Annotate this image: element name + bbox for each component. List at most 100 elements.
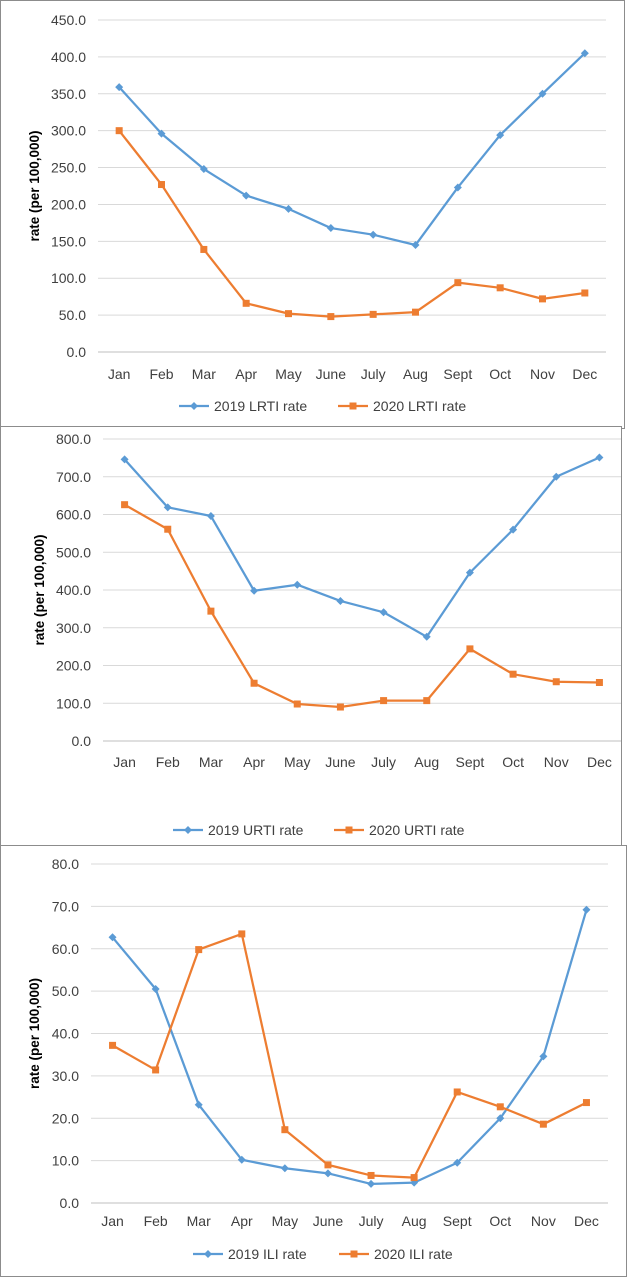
series-line (124, 503, 600, 709)
x-tick-label: Jan (113, 754, 136, 770)
data-point-diamond (280, 1164, 289, 1173)
x-tick-label: Sept (443, 366, 472, 382)
legend-label: 2019 ILI rate (228, 1246, 307, 1262)
data-point-square (582, 1099, 590, 1107)
y-tick-label: 800.0 (56, 431, 91, 447)
y-tick-label: 10.0 (52, 1153, 79, 1169)
data-point-diamond (379, 608, 388, 617)
data-point-square (410, 1174, 418, 1182)
x-tick-label: Apr (235, 366, 257, 382)
x-tick-label: Oct (489, 1213, 511, 1229)
data-point-square (195, 946, 203, 954)
data-point-diamond (250, 586, 259, 595)
x-tick-label: July (371, 754, 396, 770)
lrti-line-chart: 0.0 50.0 100.0 150.0 200.0 250.0 300.0 350.0 400… (27, 12, 606, 414)
data-point-square (509, 670, 517, 678)
series-line (111, 932, 587, 1179)
x-tick-label: Dec (574, 1213, 599, 1229)
y-tick-label: 50.0 (59, 307, 86, 323)
legend-label: 2019 URTI rate (208, 822, 304, 838)
data-point-diamond (580, 49, 589, 58)
y-tick-label: 600.0 (56, 507, 91, 523)
data-point-diamond (336, 596, 345, 605)
ili-line-chart: 0.0 10.0 20.0 30.0 40.0 50.0 60.0 70.0 80.0 Jan Fe… (27, 856, 608, 1262)
y-tick-label: 30.0 (52, 1068, 79, 1084)
y-tick-label: 400.0 (56, 582, 91, 598)
y-axis-title: rate (per 100,000) (27, 130, 42, 241)
x-tick-label: Mar (187, 1213, 211, 1229)
data-point-diamond (115, 83, 124, 92)
data-point-square (496, 1103, 504, 1111)
data-point-diamond (284, 204, 293, 213)
data-point-diamond (199, 165, 208, 174)
x-tick-label: Dec (572, 366, 597, 382)
data-point-diamond (237, 1155, 246, 1164)
y-tick-label: 400.0 (51, 49, 86, 65)
x-tick-label: Oct (489, 366, 511, 382)
x-tick-label: May (272, 1213, 298, 1229)
x-tick-label: May (275, 366, 301, 382)
data-point-diamond (509, 525, 518, 534)
x-tick-label: Jan (101, 1213, 124, 1229)
data-point-square (496, 284, 504, 292)
data-point-diamond (194, 1100, 203, 1109)
data-point-diamond (367, 1179, 376, 1188)
y-tick-label: 200.0 (56, 658, 91, 674)
data-point-square (285, 310, 292, 318)
data-point-square (539, 1120, 547, 1128)
y-tick-label: 0.0 (60, 1195, 80, 1211)
data-point-diamond (595, 453, 604, 462)
data-point-square (581, 289, 589, 297)
x-tick-label: June (325, 754, 356, 770)
data-point-square (200, 245, 208, 253)
data-point-square (293, 700, 301, 708)
data-point-square (242, 299, 250, 307)
data-point-square (250, 679, 258, 687)
y-tick-label: 0.0 (67, 344, 87, 360)
data-point-square (238, 930, 246, 938)
x-tick-label: Apr (231, 1213, 253, 1229)
legend-marker (350, 1250, 358, 1258)
y-tick-label: 200.0 (51, 196, 86, 212)
data-point-diamond (453, 183, 462, 192)
y-tick-label: 350.0 (51, 86, 86, 102)
data-point-diamond (453, 1158, 462, 1167)
legend-marker (204, 1250, 212, 1258)
x-tick-label: Dec (587, 754, 612, 770)
lrti-chart-panel: 0.0 50.0 100.0 150.0 200.0 250.0 300.0 350.0 400… (0, 0, 625, 429)
y-tick-label: 700.0 (56, 469, 91, 485)
x-tick-label: June (316, 366, 347, 382)
data-point-square (367, 1171, 375, 1179)
y-tick-label: 100.0 (51, 270, 86, 286)
data-point-diamond (151, 985, 160, 994)
data-point-square (164, 525, 172, 533)
data-point-diamond (163, 503, 172, 512)
y-tick-label: 300.0 (51, 123, 86, 139)
series-line (118, 52, 586, 247)
y-tick-label: 250.0 (51, 160, 86, 176)
x-tick-label: July (359, 1213, 384, 1229)
data-point-diamond (496, 1114, 505, 1123)
data-point-square (539, 295, 546, 303)
y-tick-label: 300.0 (56, 620, 91, 636)
data-point-diamond (157, 129, 166, 138)
data-point-diamond (552, 472, 561, 481)
x-tick-label: July (361, 366, 386, 382)
legend-marker (345, 826, 353, 834)
data-point-diamond (582, 905, 591, 914)
series-line (123, 456, 600, 638)
y-tick-label: 100.0 (56, 695, 91, 711)
series-line (111, 909, 588, 1186)
data-point-diamond (323, 1169, 332, 1178)
data-point-square (207, 607, 215, 615)
y-axis-title: rate (per 100,000) (27, 978, 42, 1089)
y-tick-label: 20.0 (52, 1110, 79, 1126)
legend-label: 2019 LRTI rate (214, 398, 307, 414)
urti-chart-panel: 0.0 100.0 200.0 300.0 400.0 500.0 600.0 700.0 80… (0, 426, 622, 846)
x-tick-label: Mar (199, 754, 223, 770)
x-tick-label: Nov (530, 366, 555, 382)
data-point-square (109, 1041, 117, 1049)
data-point-square (281, 1126, 289, 1134)
data-point-diamond (108, 933, 117, 942)
data-point-diamond (465, 568, 474, 577)
